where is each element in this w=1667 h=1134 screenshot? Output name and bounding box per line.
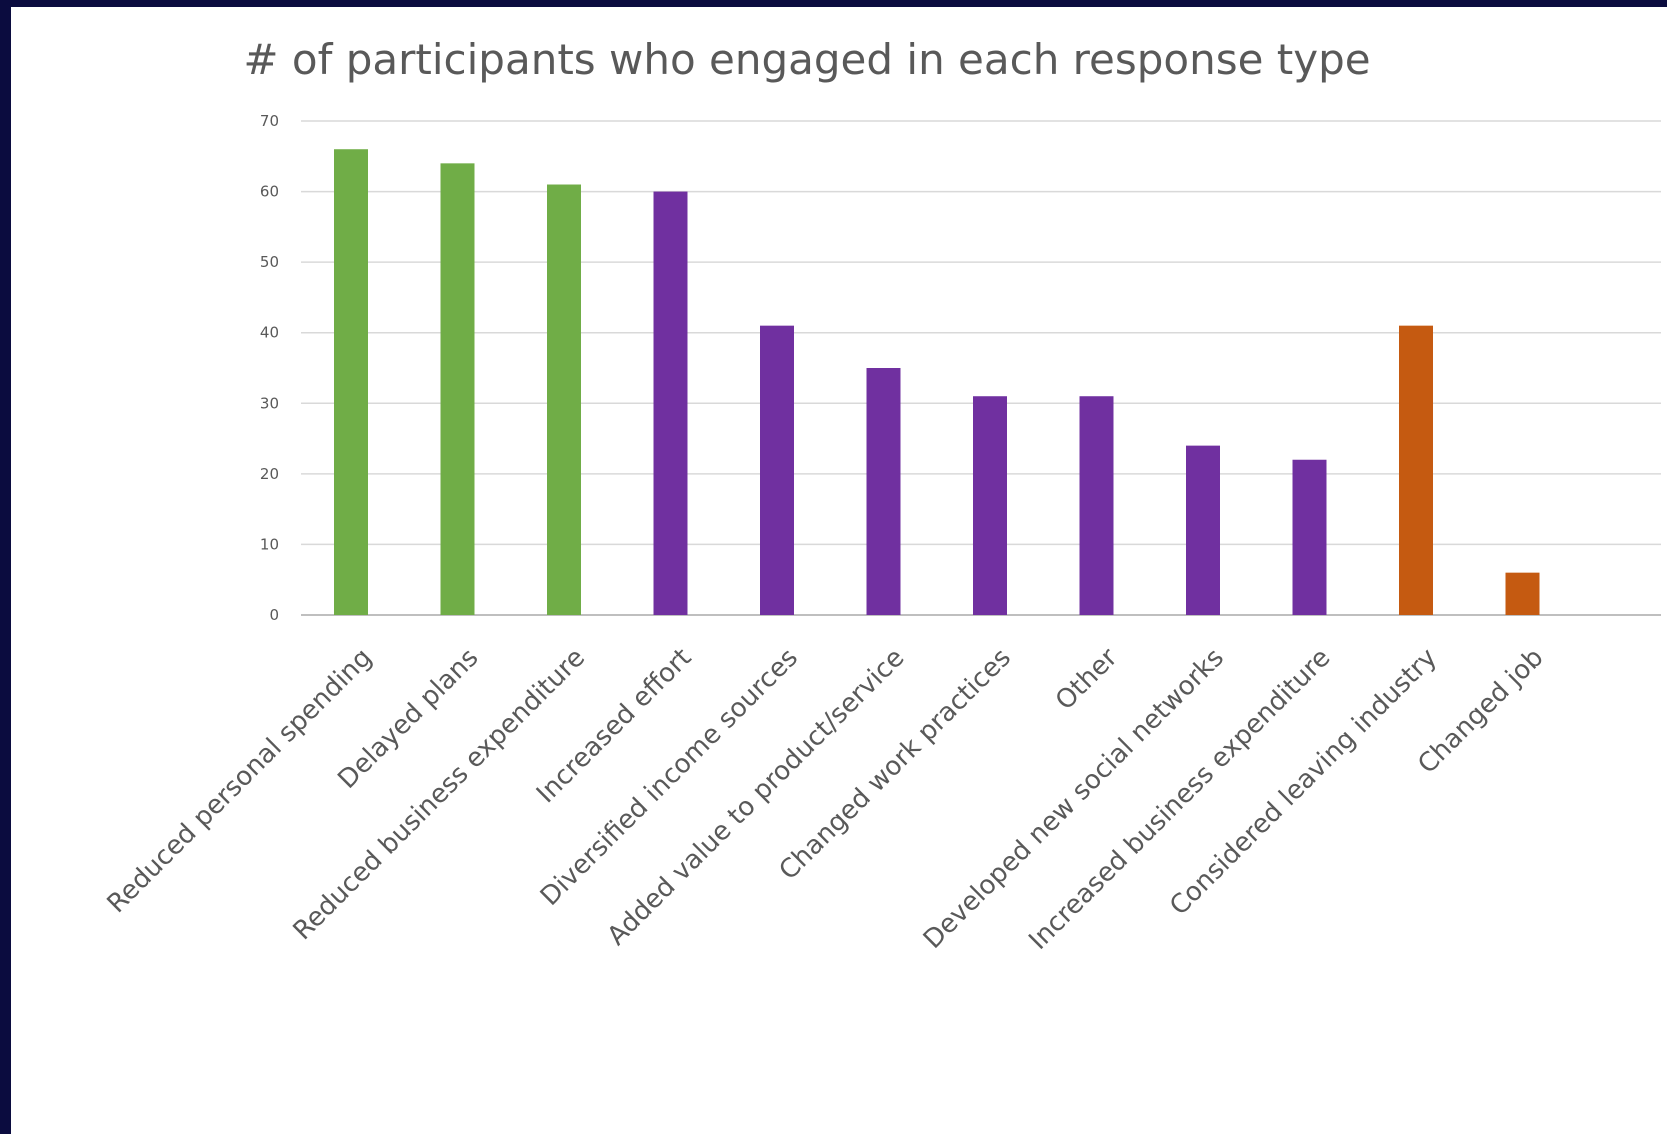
chart-title: # of participants who engaged in each re… [243,35,1370,84]
bar [440,163,475,616]
bar [334,149,368,615]
bar [760,325,794,615]
y-tick-label: 10 [260,535,279,553]
bar [1186,445,1220,615]
x-tick-label: Other [1050,643,1124,717]
bar [1292,459,1327,615]
y-tick-label: 0 [269,606,279,624]
bar-chart: # of participants who engaged in each re… [102,35,1661,956]
bar [1079,396,1114,615]
y-tick-label: 20 [260,465,279,483]
bar [653,191,688,616]
bar [866,368,901,615]
bar [973,396,1007,615]
y-tick-label: 50 [260,253,279,271]
y-tick-label: 60 [260,183,279,201]
gridlines [301,120,1661,616]
bar [1505,572,1540,615]
bar [1399,325,1433,615]
x-tick-label: Changed work practices [774,643,1017,886]
chart-panel: # of participants who engaged in each re… [11,7,1667,1134]
bar [547,184,581,615]
bars [334,149,1540,616]
y-tick-label: 40 [260,324,279,342]
y-tick-label: 70 [260,112,279,130]
y-tick-label: 30 [260,394,279,412]
y-axis-ticks: 0 10 20 30 40 50 60 70 [260,112,279,624]
